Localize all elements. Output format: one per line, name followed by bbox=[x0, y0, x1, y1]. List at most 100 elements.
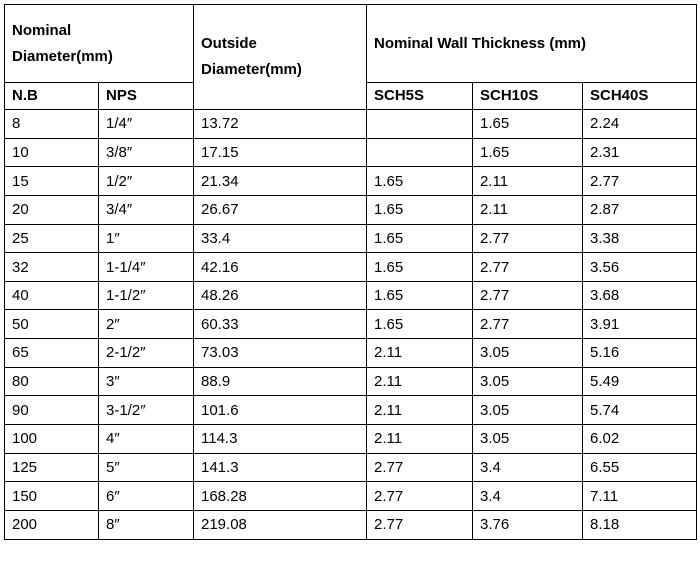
pipe-table: Nominal Diameter(mm) Outside Diameter(mm… bbox=[4, 4, 698, 540]
data-row: 150 6″ 168.28 2.77 3.4 7.11 bbox=[4, 481, 698, 511]
data-cell: 42.16 bbox=[193, 252, 367, 282]
data-cell: 40 bbox=[4, 280, 99, 311]
header-row: N.B NPS SCH5S SCH10S SCH40S bbox=[4, 82, 698, 110]
data-row: 50 2″ 60.33 1.65 2.77 3.91 bbox=[4, 309, 698, 340]
header-text: Nominal Diameter(mm) bbox=[12, 21, 113, 65]
data-cell: 2.31 bbox=[581, 137, 698, 168]
header-cell: N.B bbox=[4, 82, 99, 110]
data-cell bbox=[366, 109, 473, 139]
data-cell: 6.02 bbox=[581, 424, 698, 454]
data-cell: 1.65 bbox=[366, 280, 473, 311]
data-cell: 2.87 bbox=[581, 194, 698, 225]
data-cell: 3″ bbox=[98, 366, 194, 397]
data-cell: 60.33 bbox=[193, 309, 367, 340]
data-cell: 2.77 bbox=[472, 223, 583, 254]
data-cell: 48.26 bbox=[193, 280, 367, 311]
data-cell: 2.11 bbox=[366, 366, 473, 397]
data-cell: 3.05 bbox=[472, 366, 583, 397]
data-cell: 150 bbox=[4, 481, 99, 511]
data-cell: 2″ bbox=[98, 309, 194, 340]
data-cell: 1/2″ bbox=[98, 166, 194, 196]
data-cell: 65 bbox=[4, 338, 99, 368]
data-cell: 5.74 bbox=[581, 395, 698, 426]
data-cell: 32 bbox=[4, 252, 99, 282]
data-cell: 3/4″ bbox=[98, 194, 194, 225]
data-cell: 1.65 bbox=[366, 252, 473, 282]
data-cell: 1.65 bbox=[366, 166, 473, 196]
data-row: 80 3″ 88.9 2.11 3.05 5.49 bbox=[4, 366, 698, 397]
data-cell: 20 bbox=[4, 194, 99, 225]
data-cell: 33.4 bbox=[193, 223, 367, 254]
header-cell: SCH10S bbox=[472, 82, 583, 110]
data-cell: 90 bbox=[4, 395, 99, 426]
data-cell: 88.9 bbox=[193, 366, 367, 397]
data-row: 32 1-1/4″ 42.16 1.65 2.77 3.56 bbox=[4, 252, 698, 282]
data-cell: 13.72 bbox=[193, 109, 367, 139]
data-cell: 50 bbox=[4, 309, 99, 340]
data-cell: 2.77 bbox=[366, 509, 473, 540]
header-row: Nominal Diameter(mm) Outside Diameter(mm… bbox=[4, 4, 698, 110]
header-cell: Nominal Wall Thickness (mm) bbox=[365, 4, 698, 83]
data-cell: 2.77 bbox=[366, 452, 473, 483]
data-row: 15 1/2″ 21.34 1.65 2.11 2.77 bbox=[4, 166, 698, 196]
header-cell: Outside Diameter(mm) bbox=[193, 4, 367, 110]
data-cell: 5.49 bbox=[581, 366, 698, 397]
data-cell: 2.11 bbox=[366, 424, 473, 454]
data-cell: 15 bbox=[4, 166, 99, 196]
header-text: Outside Diameter(mm) bbox=[201, 35, 302, 78]
data-cell: 6″ bbox=[98, 481, 194, 511]
data-row: 65 2-1/2″ 73.03 2.11 3.05 5.16 bbox=[4, 338, 698, 368]
data-cell: 200 bbox=[4, 509, 99, 540]
data-cell: 5.16 bbox=[581, 338, 698, 368]
data-cell: 25 bbox=[4, 223, 99, 254]
data-cell: 80 bbox=[4, 366, 99, 397]
data-cell: 1.65 bbox=[366, 223, 473, 254]
data-row: 8 1/4″ 13.72 1.65 2.24 bbox=[4, 109, 698, 139]
data-cell: 3.56 bbox=[581, 252, 698, 282]
data-cell: 1.65 bbox=[472, 137, 583, 168]
data-cell: 1.65 bbox=[366, 194, 473, 225]
data-cell: 8 bbox=[4, 109, 99, 139]
data-cell: 17.15 bbox=[193, 137, 367, 168]
header-cell: NPS bbox=[98, 82, 194, 110]
data-cell: 26.67 bbox=[193, 194, 367, 225]
data-cell: 100 bbox=[4, 424, 99, 454]
data-cell: 8″ bbox=[98, 509, 194, 540]
data-cell: 3.05 bbox=[472, 395, 583, 426]
data-cell: 2.11 bbox=[472, 166, 583, 196]
data-cell: 3.05 bbox=[472, 424, 583, 454]
data-cell: 3.4 bbox=[472, 452, 583, 483]
header-cell: SCH40S bbox=[581, 82, 698, 110]
data-cell: 2.11 bbox=[472, 194, 583, 225]
data-cell: 2.77 bbox=[472, 280, 583, 311]
data-row: 100 4″ 114.3 2.11 3.05 6.02 bbox=[4, 424, 698, 454]
data-cell: 5″ bbox=[98, 452, 194, 483]
data-cell: 141.3 bbox=[193, 452, 367, 483]
data-cell: 1.65 bbox=[366, 309, 473, 340]
data-row: 200 8″ 219.08 2.77 3.76 8.18 bbox=[4, 509, 698, 540]
data-cell: 21.34 bbox=[193, 166, 367, 196]
data-row: 10 3/8″ 17.15 1.65 2.31 bbox=[4, 137, 698, 168]
data-cell: 125 bbox=[4, 452, 99, 483]
data-cell: 168.28 bbox=[193, 481, 367, 511]
data-cell: 1/4″ bbox=[98, 109, 194, 139]
data-cell: 101.6 bbox=[193, 395, 367, 426]
header-cell: Nominal Diameter(mm) bbox=[4, 4, 194, 83]
data-cell: 3.05 bbox=[472, 338, 583, 368]
data-cell: 2-1/2″ bbox=[98, 338, 194, 368]
data-cell: 2.24 bbox=[581, 109, 698, 139]
data-cell: 1-1/4″ bbox=[98, 252, 194, 282]
data-row: 125 5″ 141.3 2.77 3.4 6.55 bbox=[4, 452, 698, 483]
data-cell: 3.91 bbox=[581, 309, 698, 340]
data-cell: 3.4 bbox=[472, 481, 583, 511]
header-cell: SCH5S bbox=[366, 82, 473, 110]
data-cell: 3.68 bbox=[581, 280, 698, 311]
data-cell: 73.03 bbox=[193, 338, 367, 368]
data-cell: 3.38 bbox=[581, 223, 698, 254]
data-cell: 6.55 bbox=[581, 452, 698, 483]
data-cell: 2.11 bbox=[366, 395, 473, 426]
data-cell: 3/8″ bbox=[98, 137, 194, 168]
data-row: 25 1″ 33.4 1.65 2.77 3.38 bbox=[4, 223, 698, 254]
data-cell: 2.77 bbox=[366, 481, 473, 511]
